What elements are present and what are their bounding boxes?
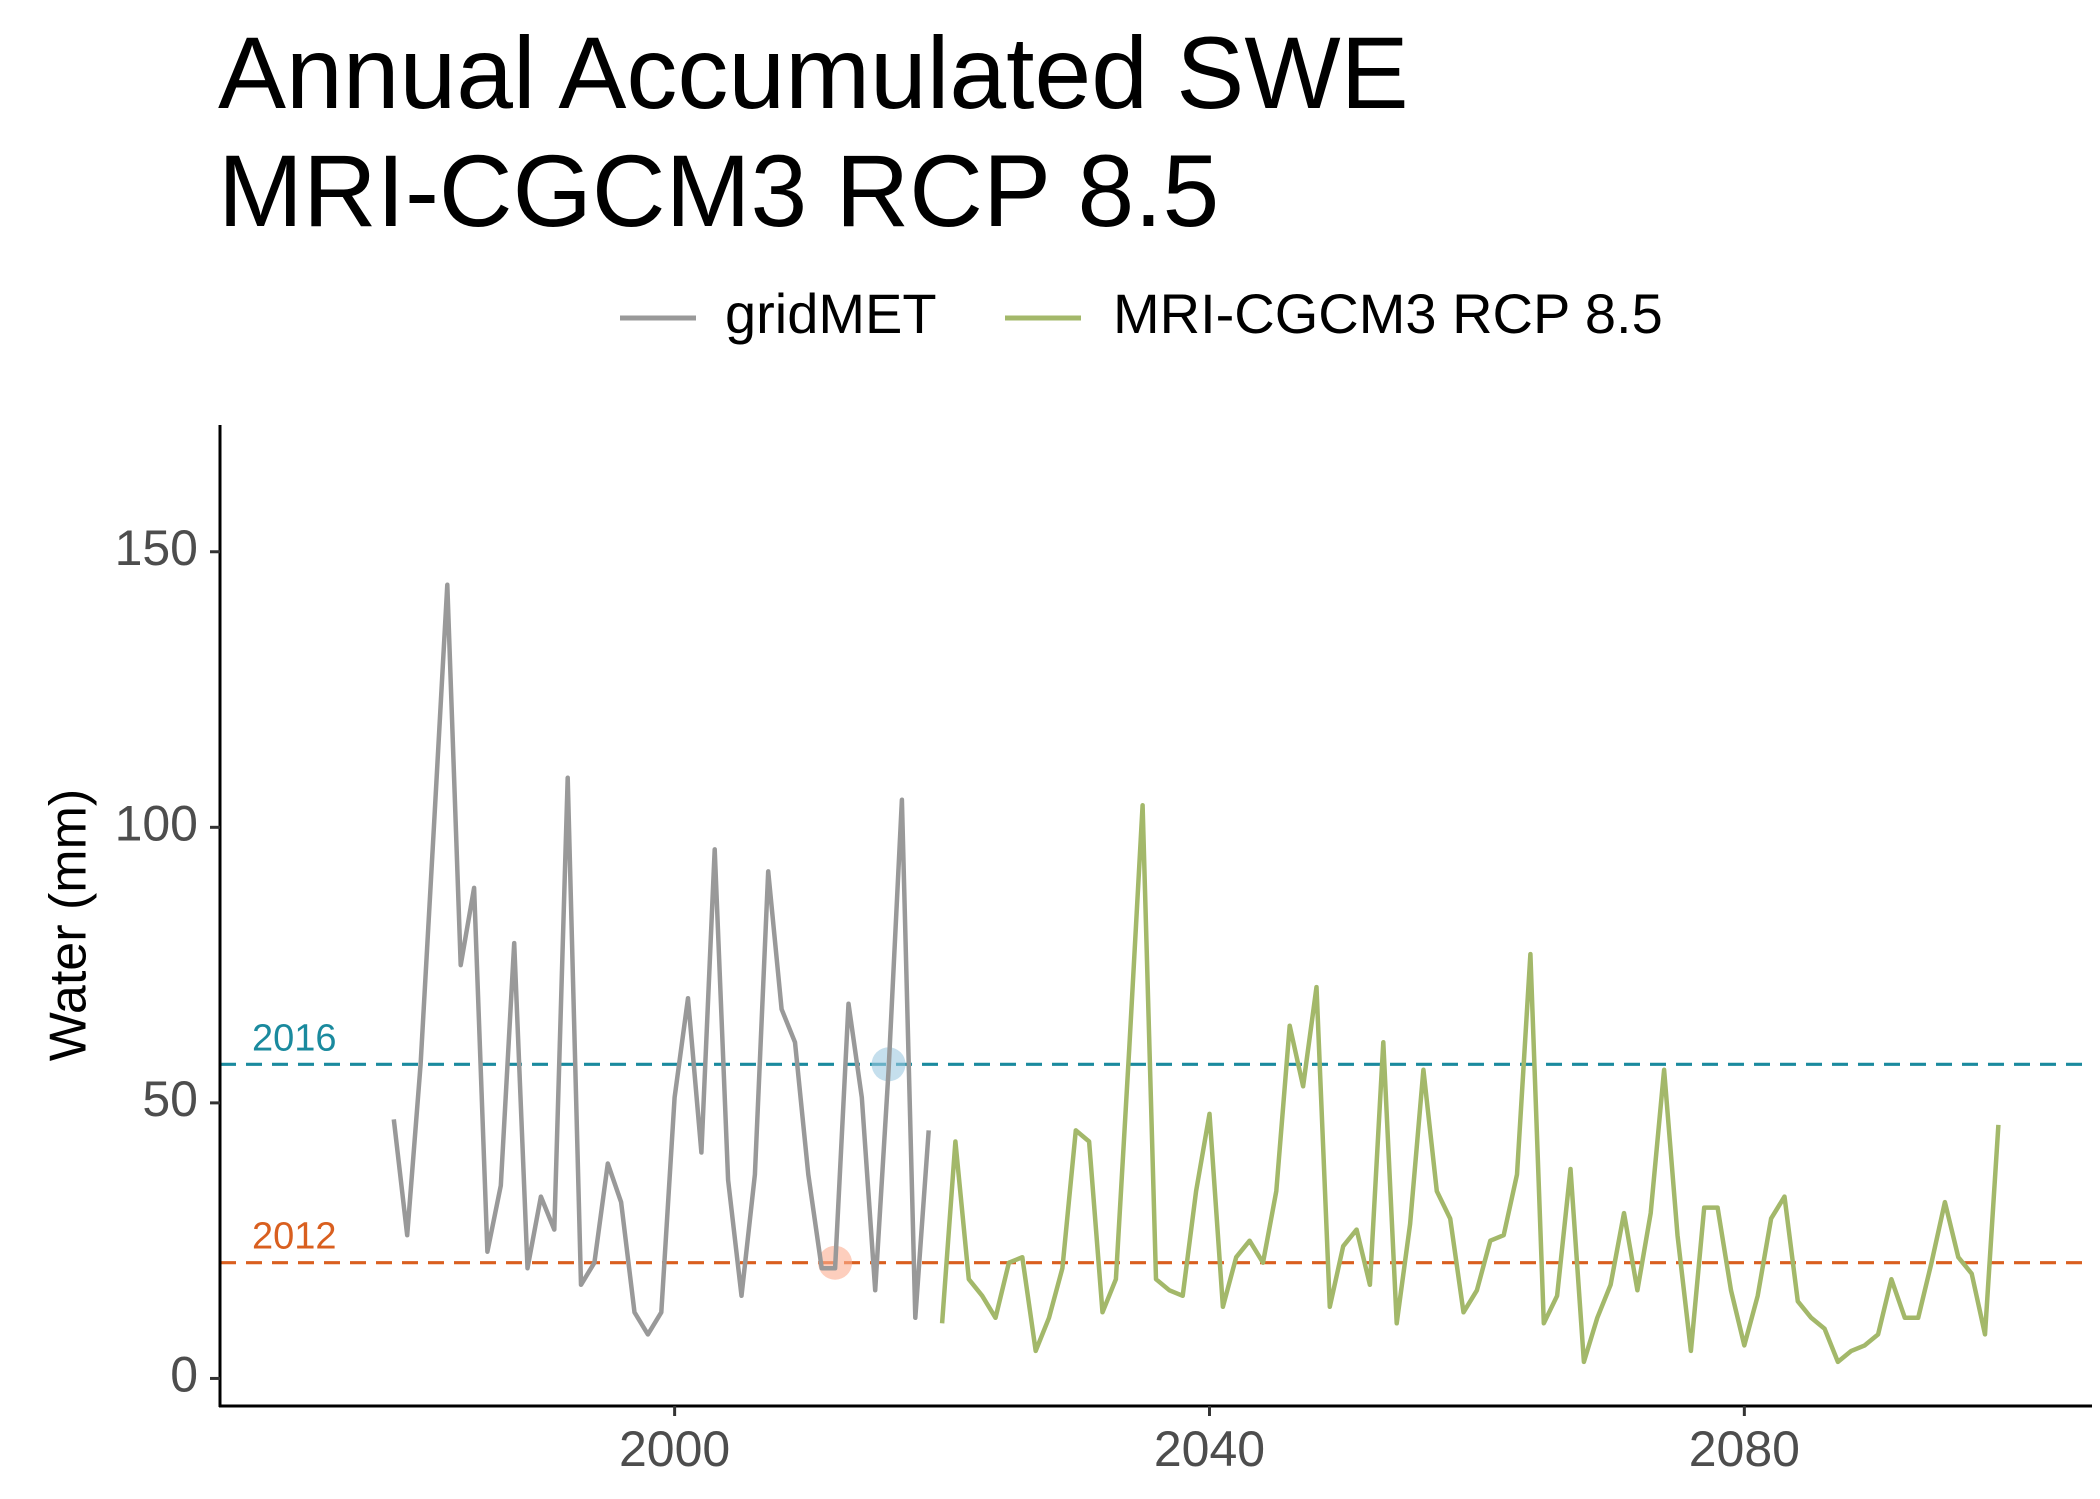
chart-title: Annual Accumulated SWE MRI-CGCM3 RCP 8.5 bbox=[218, 14, 1409, 250]
x-tick-label-2080: 2080 bbox=[1689, 1421, 1800, 1477]
reference-label-2016: 2016 bbox=[252, 1017, 337, 1059]
y-tick-label-50: 50 bbox=[142, 1071, 198, 1127]
y-tick-label-100: 100 bbox=[115, 796, 198, 852]
y-tick-label-150: 150 bbox=[115, 520, 198, 576]
axes: 0 50 100 150 2000 2040 2080 bbox=[115, 425, 2092, 1477]
y-axis-title: Water (mm) bbox=[40, 789, 98, 1061]
reference-label-2012: 2012 bbox=[252, 1216, 337, 1258]
legend: gridMET MRI-CGCM3 RCP 8.5 bbox=[620, 282, 1663, 345]
series-line-1 bbox=[939, 803, 2001, 1365]
x-tick-label-2000: 2000 bbox=[619, 1421, 730, 1477]
series-lines bbox=[391, 582, 2001, 1365]
legend-label-0: gridMET bbox=[725, 282, 937, 345]
x-tick-label-2040: 2040 bbox=[1154, 1421, 1265, 1477]
chart-title-line-2: MRI-CGCM3 RCP 8.5 bbox=[218, 134, 1220, 248]
legend-label-1: MRI-CGCM3 RCP 8.5 bbox=[1113, 282, 1663, 345]
chart-title-line-1: Annual Accumulated SWE bbox=[218, 16, 1409, 130]
y-tick-label-0: 0 bbox=[170, 1347, 198, 1403]
series-line-0 bbox=[391, 582, 931, 1337]
